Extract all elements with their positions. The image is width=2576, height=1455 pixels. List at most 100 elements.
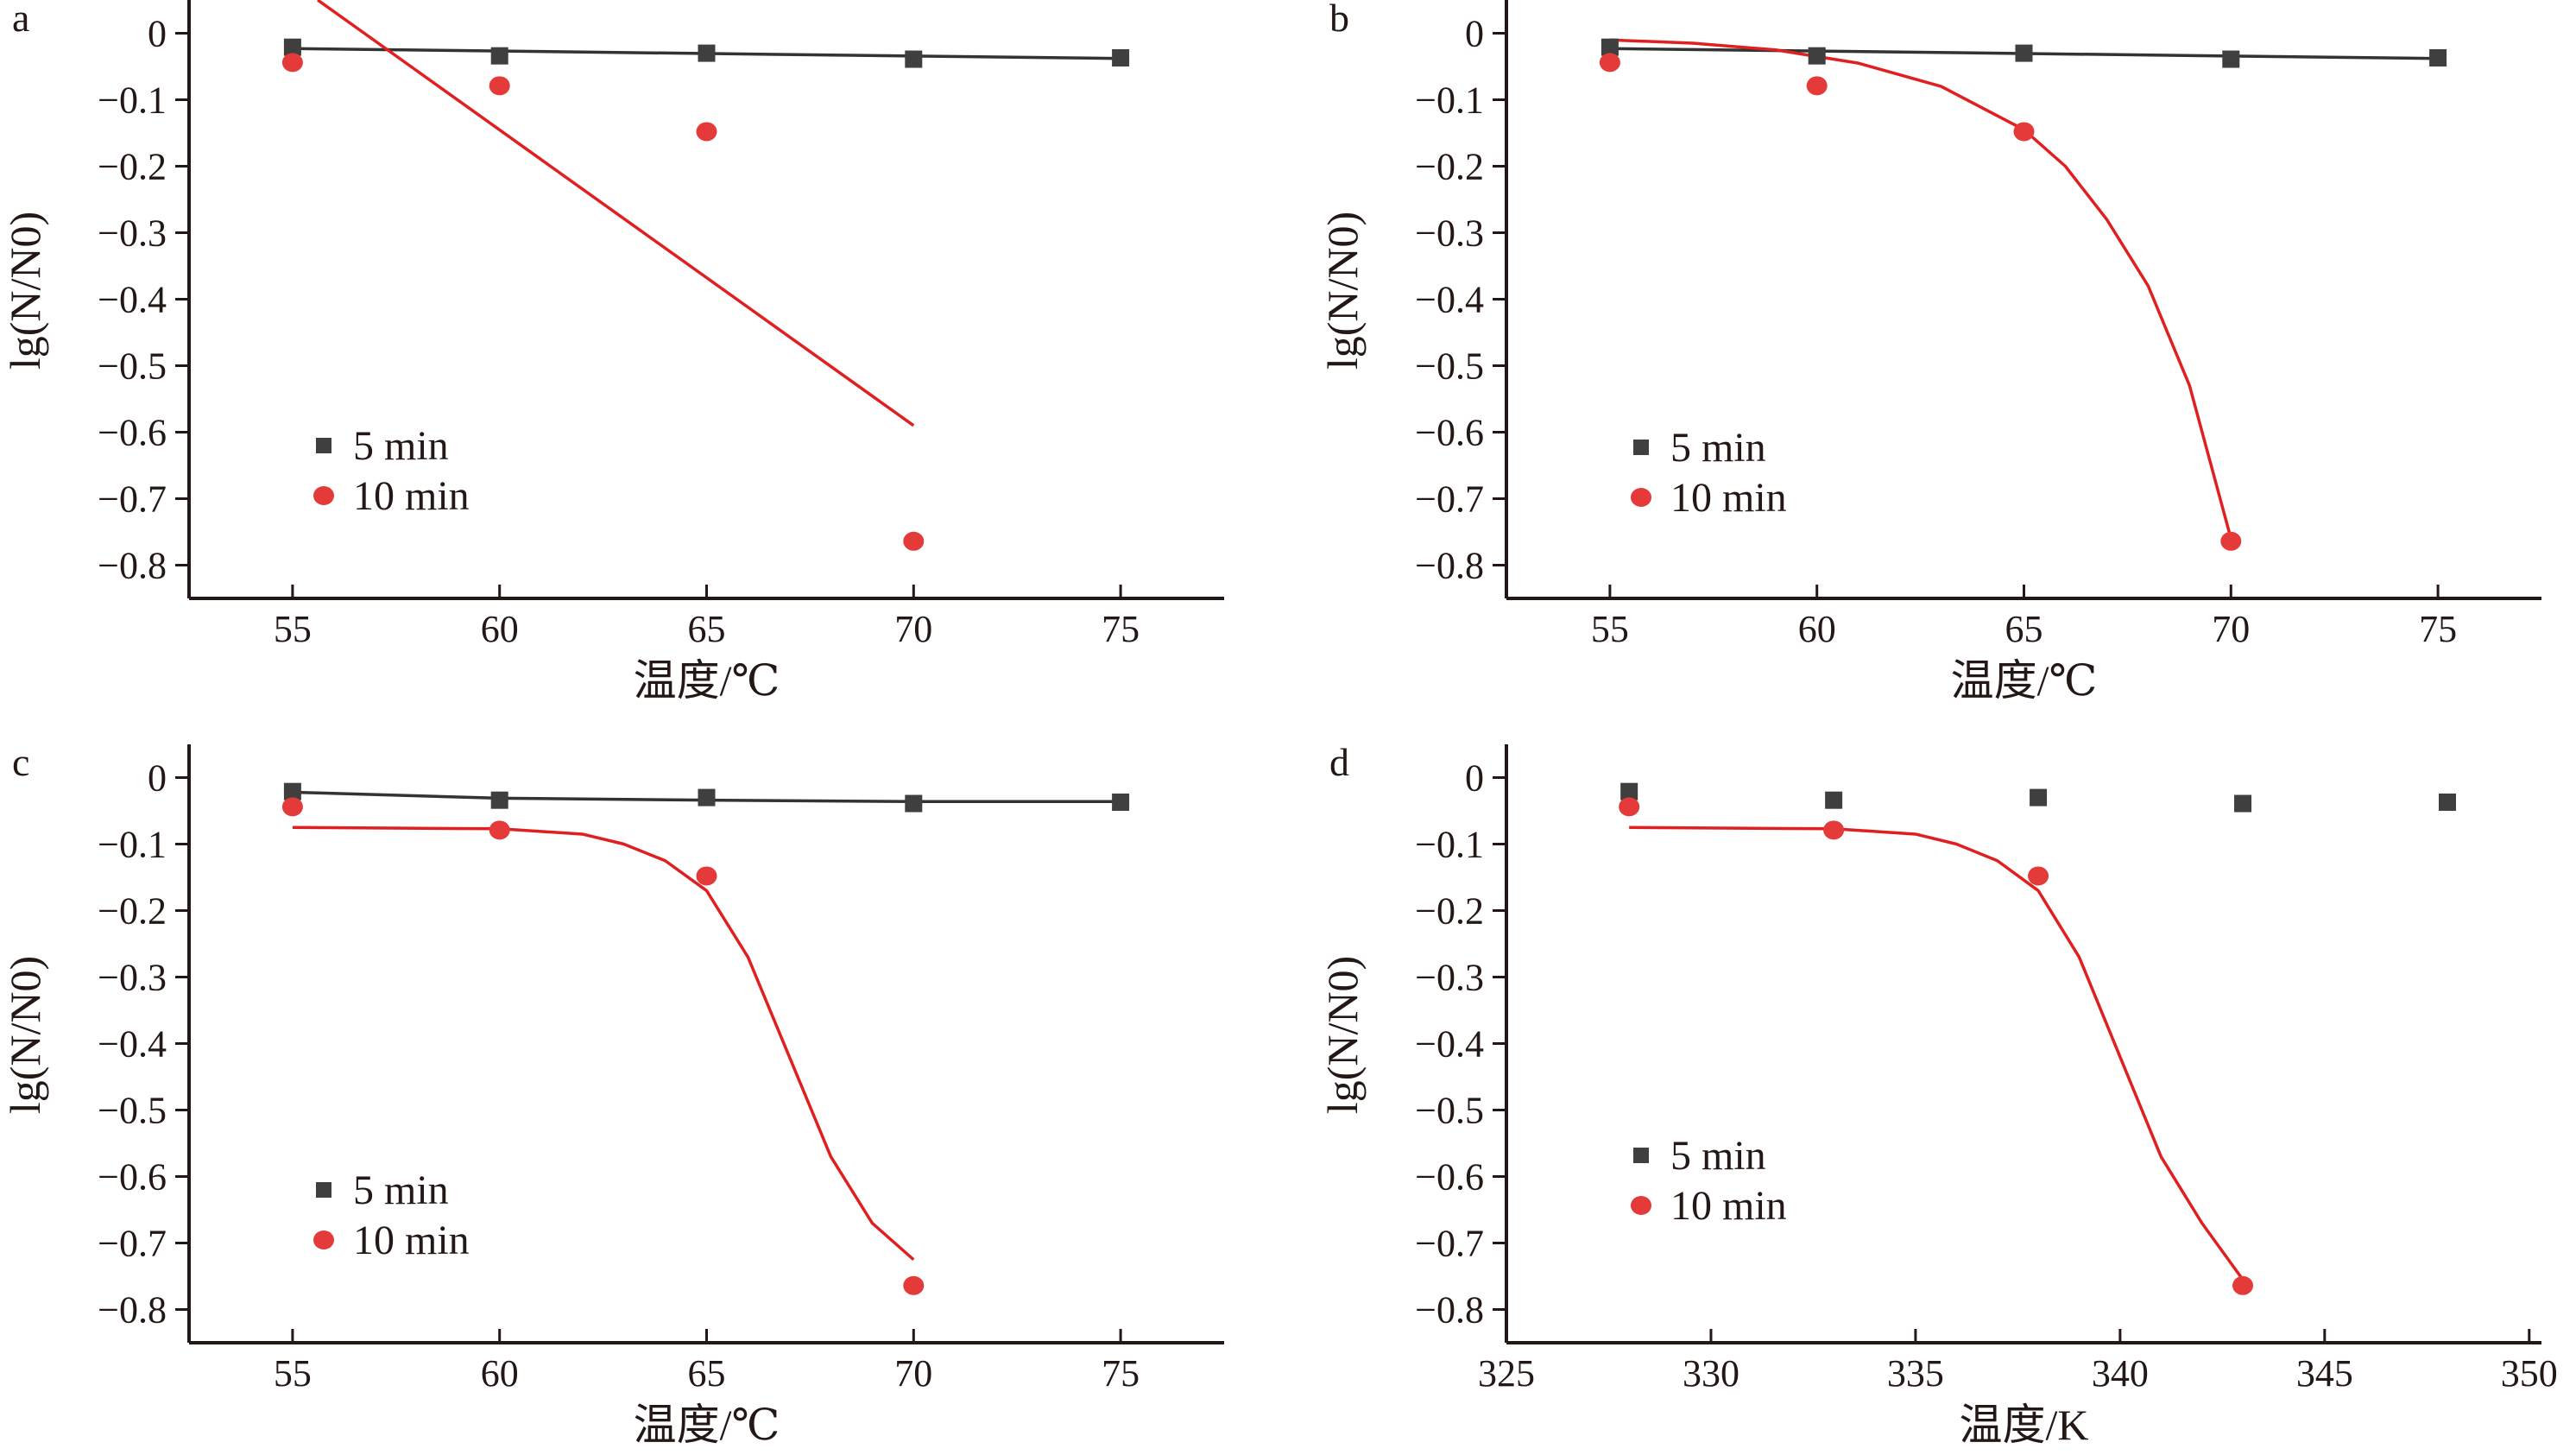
data-point-5min	[1808, 47, 1826, 65]
data-point-5min	[1825, 791, 1843, 809]
legend-label-5min: 5 min	[353, 1167, 449, 1213]
legend-label-10min: 10 min	[1670, 1183, 1787, 1229]
y-tick-label: −0.8	[98, 1289, 167, 1332]
x-tick-label: 55	[274, 1352, 312, 1395]
y-tick-label: −0.1	[98, 79, 167, 122]
data-point-10min	[1806, 76, 1828, 96]
x-tick-label: 345	[2296, 1352, 2353, 1395]
y-tick-label: −0.2	[1415, 146, 1484, 188]
y-axis-label: lg(N/N0)	[1318, 956, 1367, 1114]
data-point-5min	[283, 782, 301, 800]
y-tick-label: −0.4	[1415, 1023, 1484, 1066]
legend-marker-10min	[1631, 1196, 1651, 1215]
data-point-5min	[2030, 788, 2048, 807]
x-tick-label: 70	[894, 1352, 932, 1395]
data-point-10min	[489, 820, 510, 840]
y-tick-label: −0.4	[1415, 279, 1484, 321]
legend-label-5min: 5 min	[353, 423, 449, 469]
y-tick-label: −0.7	[98, 1223, 167, 1265]
data-point-5min	[698, 44, 716, 62]
y-tick-label: −0.2	[98, 146, 167, 188]
panel-a: a 0 −0.1 −0.2 −0.3 −0.4 −0.5 −0.6 −0.7 −0.8 55 60 65…	[1, 0, 1224, 705]
data-point-5min	[2222, 50, 2240, 68]
data-point-10min	[1599, 53, 1620, 73]
data-point-5min	[2429, 48, 2447, 66]
x-tick-label: 60	[1798, 608, 1836, 650]
data-point-10min	[281, 53, 303, 73]
x-tick-label: 325	[1478, 1352, 1535, 1395]
data-point-5min	[1112, 48, 1130, 66]
panel-letter: d	[1329, 740, 1349, 784]
data-point-5min	[2234, 794, 2252, 813]
y-tick-label: −0.3	[1415, 957, 1484, 999]
data-point-5min	[1112, 793, 1130, 811]
x-axis-label: 温度/℃	[1951, 656, 2098, 705]
legend-marker-5min	[316, 1182, 331, 1198]
y-tick-label: −0.7	[98, 478, 167, 521]
y-tick-label: 0	[148, 13, 167, 55]
x-tick-label: 330	[1683, 1352, 1739, 1395]
x-tick-label: 350	[2501, 1352, 2558, 1395]
data-point-5min	[2015, 44, 2033, 62]
legend-label-5min: 5 min	[1670, 425, 1766, 471]
panel-b: b 0 −0.1 −0.2 −0.3 −0.4 −0.5 −0.6 −0.7 −0.8 55 60 65…	[1318, 0, 2541, 705]
y-tick-label: −0.8	[1415, 545, 1484, 587]
data-point-10min	[1823, 820, 1845, 840]
x-tick-label: 65	[688, 1352, 726, 1395]
data-point-5min	[698, 788, 716, 807]
data-point-5min	[1620, 782, 1638, 800]
data-point-5min	[1601, 38, 1619, 56]
panel-d: d 0 −0.1 −0.2 −0.3 −0.4 −0.5 −0.6 −0.7 −0.8 325 330…	[1318, 740, 2558, 1449]
data-point-10min	[2013, 122, 2035, 142]
data-point-5min	[2439, 793, 2456, 811]
x-tick-label: 60	[481, 1352, 519, 1395]
y-tick-label: −0.5	[1415, 345, 1484, 388]
y-tick-label: −0.6	[98, 1156, 167, 1199]
x-tick-label: 55	[1591, 608, 1629, 650]
y-tick-label: −0.7	[1415, 1223, 1484, 1265]
panel-letter: a	[12, 0, 29, 40]
data-point-5min	[905, 50, 923, 68]
panel-letter: c	[12, 740, 29, 784]
x-axis-label: 温度/K	[1960, 1401, 2089, 1449]
y-tick-label: 0	[1465, 13, 1484, 55]
data-point-10min	[281, 797, 303, 817]
y-axis-label: lg(N/N0)	[1, 212, 49, 370]
y-tick-label: −0.6	[1415, 412, 1484, 454]
y-tick-label: −0.1	[1415, 824, 1484, 866]
y-tick-label: −0.3	[98, 957, 167, 999]
legend-marker-5min	[316, 438, 331, 453]
y-tick-label: −0.5	[98, 345, 167, 388]
x-tick-label: 75	[2419, 608, 2457, 650]
data-point-10min	[903, 531, 925, 551]
x-tick-label: 70	[894, 608, 932, 650]
x-axis-label: 温度/℃	[634, 656, 780, 705]
data-point-5min	[283, 38, 301, 56]
y-tick-label: 0	[1465, 757, 1484, 800]
legend-marker-10min	[1631, 488, 1651, 507]
fit-line-10min-curve	[292, 826, 915, 1262]
x-tick-label: 60	[481, 608, 519, 650]
y-tick-label: −0.3	[98, 212, 167, 255]
x-axis-label: 温度/℃	[634, 1401, 780, 1449]
y-tick-label: −0.5	[1415, 1090, 1484, 1132]
legend-label-10min: 10 min	[353, 473, 470, 519]
x-tick-label: 75	[1102, 1352, 1140, 1395]
data-point-10min	[903, 1275, 925, 1295]
panel-c: c 0 −0.1 −0.2 −0.3 −0.4 −0.5 −0.6 −0.7 −0.8 55 60 65…	[1, 740, 1224, 1449]
data-point-5min	[490, 791, 508, 809]
y-axis-label: lg(N/N0)	[1, 956, 49, 1114]
data-point-10min	[696, 866, 717, 886]
legend-marker-5min	[1633, 1148, 1649, 1163]
x-tick-label: 335	[1887, 1352, 1944, 1395]
data-point-10min	[2220, 531, 2242, 551]
fit-line-10min-linear	[317, 0, 915, 427]
x-tick-label: 55	[274, 608, 312, 650]
x-tick-label: 70	[2212, 608, 2250, 650]
data-point-10min	[1619, 797, 1640, 817]
legend-marker-5min	[1633, 440, 1649, 455]
data-point-10min	[2232, 1275, 2254, 1295]
legend-label-10min: 10 min	[1670, 475, 1787, 521]
